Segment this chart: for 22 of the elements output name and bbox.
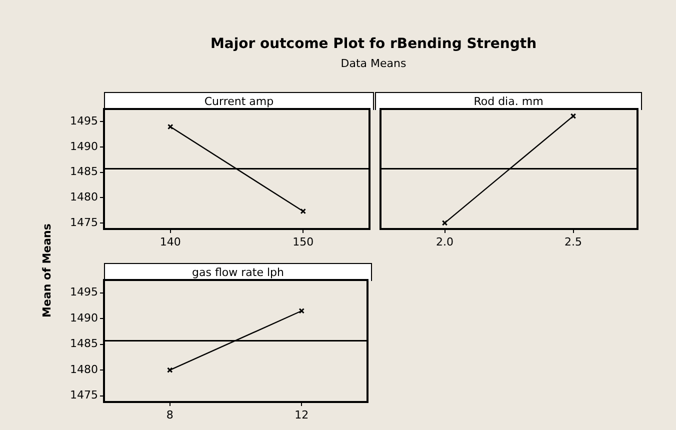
text: Major outcome Plot fo rBending Strength (209, 36, 538, 52)
y-tick-label: 1495 (70, 286, 98, 299)
y-tick-label: 1475 (70, 216, 98, 229)
x-tick-label: 12 (294, 408, 309, 422)
y-tick-label: 1490 (70, 140, 98, 153)
x-tick-label: 150 (292, 235, 314, 248)
y-tick-label: 1480 (70, 190, 98, 204)
chart-title: gas flow rate lph (104, 263, 372, 281)
y-tick-label: 1475 (70, 388, 98, 402)
y-tick-label: 1485 (70, 337, 98, 350)
x-tick-label: 2.0 (436, 235, 454, 248)
y-tick-label: 1490 (70, 311, 98, 324)
x-tick-label: 2.5 (564, 235, 582, 248)
y-tick-label: 1480 (70, 362, 98, 376)
chart-title: Current amp (104, 92, 374, 110)
y-tick-label: 1495 (70, 114, 98, 128)
x-tick-label: 8 (166, 408, 174, 422)
x-tick-label: 140 (160, 235, 181, 248)
y-tick-label: 1485 (70, 165, 98, 178)
chart-title: Rod dia. mm (375, 92, 642, 110)
text: Mean of Means (40, 222, 54, 320)
text: Data Means (340, 57, 408, 70)
